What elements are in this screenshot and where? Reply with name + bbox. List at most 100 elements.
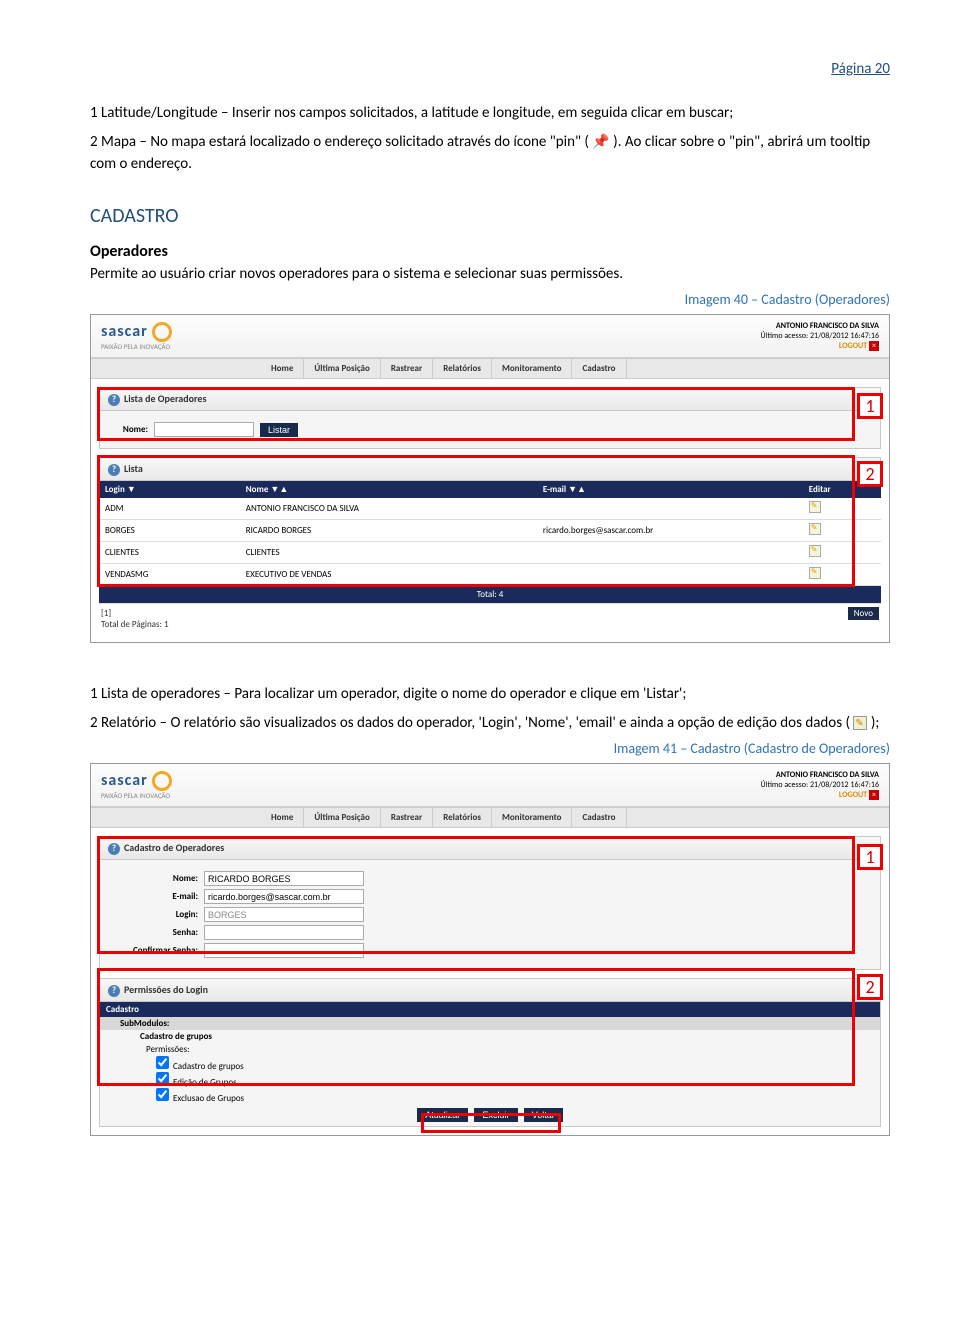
- nav-ultima[interactable]: Última Posição: [304, 808, 380, 827]
- last-access: Último acesso: 21/08/2012 16:47:16: [761, 780, 880, 790]
- panel-permissoes-title: ?Permissões do Login: [99, 978, 881, 1002]
- logout-link[interactable]: LOGOUT: [839, 790, 867, 800]
- paragraph-2: 2 Mapa – No mapa estará localizado o end…: [90, 131, 890, 176]
- nav-bar: HomeÚltima PosiçãoRastrearRelatóriosMoni…: [91, 358, 889, 379]
- edit-icon[interactable]: [809, 501, 821, 513]
- user-name: ANTONIO FRANCISCO DA SILVA: [761, 770, 880, 780]
- atualizar-button[interactable]: Atualizar: [417, 1108, 468, 1122]
- logo-tagline: PAIXÃO PELA INOVAÇÃO: [101, 342, 172, 351]
- pager-page[interactable]: [1]: [101, 608, 111, 619]
- excluir-button[interactable]: Excluir: [474, 1108, 517, 1122]
- help-icon[interactable]: ?: [108, 464, 120, 476]
- form-nome-label: Nome:: [108, 873, 198, 884]
- nav-relatorios[interactable]: Relatórios: [433, 359, 492, 378]
- edit-icon[interactable]: [809, 545, 821, 557]
- nav-relatorios[interactable]: Relatórios: [433, 808, 492, 827]
- nav-cadastro[interactable]: Cadastro: [572, 808, 626, 827]
- nav-home[interactable]: Home: [261, 808, 304, 827]
- novo-button[interactable]: Novo: [848, 607, 879, 620]
- help-icon[interactable]: ?: [108, 843, 120, 855]
- cell-login: CLIENTES: [99, 542, 240, 564]
- perm-check-3[interactable]: [156, 1088, 169, 1101]
- cell-nome: RICARDO BORGES: [240, 520, 537, 542]
- caption-40: Imagem 40 – Cadastro (Operadores): [90, 291, 890, 308]
- cell-email: [537, 542, 803, 564]
- logo-tagline: PAIXÃO PELA INOVAÇÃO: [101, 791, 172, 800]
- edit-icon[interactable]: [809, 523, 821, 535]
- col-login[interactable]: Login ▼: [99, 481, 240, 498]
- logo-text: sascar: [101, 771, 148, 790]
- last-access: Último acesso: 21/08/2012 16:47:16: [761, 331, 880, 341]
- cell-login: BORGES: [99, 520, 240, 542]
- nav-home[interactable]: Home: [261, 359, 304, 378]
- paragraph-1: 1 Latitude/Longitude – Inserir nos campo…: [90, 102, 890, 125]
- close-icon[interactable]: ×: [869, 341, 879, 351]
- cell-email: ricardo.borges@sascar.com.br: [537, 520, 803, 542]
- col-email[interactable]: E-mail ▼▲: [537, 481, 803, 498]
- help-icon[interactable]: ?: [108, 985, 120, 997]
- perm-check-label: Cadastro de grupos: [173, 1061, 244, 1072]
- table-row: VENDASMGEXECUTIVO DE VENDAS: [99, 564, 881, 586]
- edit-icon[interactable]: [809, 567, 821, 579]
- panel-title-text: Lista de Operadores: [124, 392, 206, 405]
- nav-rastrear[interactable]: Rastrear: [381, 359, 433, 378]
- callout-2b: 2: [857, 974, 883, 1000]
- nav-ultima[interactable]: Última Posição: [304, 359, 380, 378]
- cell-nome: EXECUTIVO DE VENDAS: [240, 564, 537, 586]
- nav-cadastro[interactable]: Cadastro: [572, 359, 626, 378]
- listar-button[interactable]: Listar: [260, 423, 298, 437]
- close-icon[interactable]: ×: [869, 790, 879, 800]
- form-confirmar-input[interactable]: [204, 943, 364, 958]
- col-label: Login: [105, 484, 125, 495]
- nav-monitoramento[interactable]: Monitoramento: [492, 359, 573, 378]
- logout-link[interactable]: LOGOUT: [839, 341, 867, 351]
- form-nome-input[interactable]: [204, 871, 364, 886]
- operadores-desc: Permite ao usuário criar novos operadore…: [90, 263, 890, 286]
- logo-icon: [152, 771, 172, 791]
- panel-title-text: Cadastro de Operadores: [124, 841, 224, 854]
- nav-rastrear[interactable]: Rastrear: [381, 808, 433, 827]
- perm-check-label: Edição de Grupos: [173, 1077, 237, 1088]
- panel-cadastro-op-title: ? Cadastro de Operadores: [99, 836, 881, 860]
- callout-1b: 1: [857, 844, 883, 870]
- form-senha-input[interactable]: [204, 925, 364, 940]
- below-para-2-suffix: );: [871, 714, 880, 732]
- form-email-input[interactable]: [204, 889, 364, 904]
- logo-text: sascar: [101, 322, 148, 341]
- nome-input[interactable]: [154, 422, 254, 437]
- pager-total: Total de Páginas: 1: [101, 619, 169, 630]
- below-para-1: 1 Lista de operadores – Para localizar u…: [90, 683, 890, 706]
- col-nome[interactable]: Nome ▼▲: [240, 481, 537, 498]
- page-number: Página 20: [90, 60, 890, 78]
- below-para-2-prefix: 2 Relatório – O relatório são visualizad…: [90, 714, 850, 732]
- total-row: Total: 4: [99, 586, 881, 604]
- form-login-label: Login:: [108, 909, 198, 920]
- perm-check-2[interactable]: [156, 1072, 169, 1085]
- pin-icon: 📌: [592, 131, 609, 152]
- cell-email: [537, 564, 803, 586]
- panel-lista-title: ?Lista: [99, 457, 881, 481]
- callout-2: 2: [857, 461, 883, 487]
- perm-check-1[interactable]: [156, 1056, 169, 1069]
- perm-submodulos: SubModulos:: [100, 1017, 880, 1030]
- panel-lista-operadores-title: ? Lista de Operadores: [99, 387, 881, 411]
- paragraph-2-prefix: 2 Mapa – No mapa estará localizado o end…: [90, 133, 589, 151]
- form-email-label: E-mail:: [108, 891, 198, 902]
- below-para-2: 2 Relatório – O relatório são visualizad…: [90, 712, 890, 735]
- perm-check-label: Exclusao de Grupos: [173, 1093, 244, 1104]
- caption-41: Imagem 41 – Cadastro (Cadastro de Operad…: [90, 740, 890, 757]
- voltar-button[interactable]: Voltar: [524, 1108, 563, 1122]
- operators-table: Login ▼ Nome ▼▲ E-mail ▼▲ Editar ADMANTO…: [99, 481, 881, 604]
- nome-label: Nome:: [108, 424, 148, 435]
- form-login-input[interactable]: [204, 907, 364, 922]
- help-icon[interactable]: ?: [108, 394, 120, 406]
- table-row: BORGESRICARDO BORGESricardo.borges@sasca…: [99, 520, 881, 542]
- cell-nome: CLIENTES: [240, 542, 537, 564]
- cell-nome: ANTONIO FRANCISCO DA SILVA: [240, 498, 537, 520]
- table-row: CLIENTESCLIENTES: [99, 542, 881, 564]
- nav-bar: HomeÚltima PosiçãoRastrearRelatóriosMoni…: [91, 807, 889, 828]
- nav-monitoramento[interactable]: Monitoramento: [492, 808, 573, 827]
- cell-email: [537, 498, 803, 520]
- logo-icon: [152, 322, 172, 342]
- callout-1: 1: [857, 393, 883, 419]
